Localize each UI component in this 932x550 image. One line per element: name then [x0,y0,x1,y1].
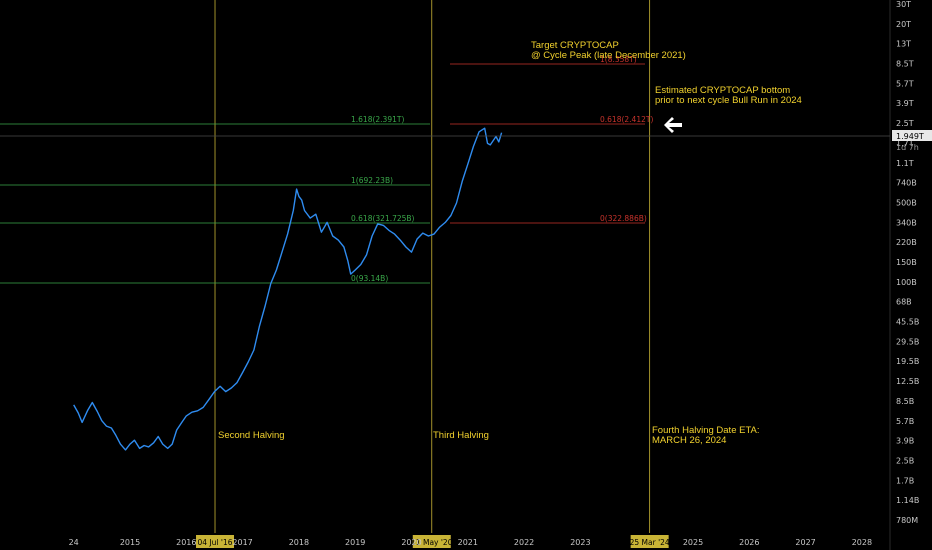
y-tick-label: 13T [896,40,911,49]
y-tick-label: 740B [896,179,917,188]
halving-label: Third Halving [433,430,489,441]
y-tick-label: 1.1T [896,159,914,168]
annotation-text: prior to next cycle Bull Run in 2024 [655,95,802,106]
fib-level-label: 1.618(2.391T) [351,115,404,124]
y-tick-label: 8.5T [896,60,914,69]
y-tick-label: 100B [896,278,917,287]
halving-label: MARCH 26, 2024 [652,435,726,446]
price-label-value: 1.949T [896,132,924,141]
fib-levels: 1.618(2.391T) 1(692.23B) 0.618(321.725B) 0(… [0,55,653,284]
y-tick-label: 30T [896,0,911,9]
y-tick-label: 2.5B [896,456,914,465]
x-tick-label: 2021 [458,538,478,547]
y-tick-label: 5.7T [896,79,914,88]
x-tick-label: 2023 [570,538,590,547]
x-tick-label: 2022 [514,538,534,547]
price-label-countdown: 1d 7h [896,143,919,152]
y-tick-label: 68B [896,298,912,307]
y-tick-label: 220B [896,238,917,247]
series-layer [73,127,503,451]
halving-lines: 04 Jul '16 Second Halving 11 May '20 Third … [196,0,760,548]
y-tick-label: 340B [896,218,917,227]
halving-label: Fourth Halving Date ETA: [652,425,760,436]
halving-date-label: 25 Mar '24 [630,538,670,547]
x-tick-label: 24 [69,538,79,547]
fib-level-label: 1(692.23B) [351,176,393,185]
y-tick-label: 3.9B [896,437,914,446]
halving-date-badge [412,535,451,548]
y-tick-label: 150B [896,258,917,267]
x-axis: 24 2015 2016 2017 2018 2019 2020 2021 2022 2023 20… [69,538,872,547]
y-tick-label: 1.7B [896,476,914,485]
x-tick-label: 2028 [852,538,872,547]
halving-date-badge [630,535,669,548]
fib-level-label: 1(8.358T) [600,55,637,64]
annotation-text: Estimated CRYPTOCAP bottom [655,85,790,96]
halving-date-badge [196,535,235,548]
x-tick-label: 2026 [739,538,759,547]
y-tick-label: 500B [896,198,917,207]
annotations: Target CRYPTOCAP@ Cycle Peak (late Decem… [531,40,802,133]
fib-level-label: 0.618(2.412T) [600,115,653,124]
y-tick-label: 8.5B [896,397,914,406]
halving-label: Second Halving [218,430,285,441]
y-tick-label: 45.5B [896,318,919,327]
annotation-text: @ Cycle Peak (late December 2021) [531,50,686,61]
x-tick-label: 2027 [795,538,815,547]
x-tick-label: 2015 [120,538,140,547]
annotation-text: Target CRYPTOCAP [531,40,619,51]
y-tick-label: 1.14B [896,496,919,505]
halving-date-label: 04 Jul '16 [198,538,233,547]
y-tick-label: 780M [896,516,918,525]
y-tick-label: 19.5B [896,357,919,366]
y-tick-label: 3.9T [896,99,914,108]
market-cap-line [73,127,503,451]
x-tick-label: 2025 [683,538,703,547]
fib-level-label: 0.618(321.725B) [351,214,415,223]
y-tick-label: 20T [896,20,911,29]
y-tick-label: 2.5T [896,119,914,128]
y-tick-label: 1.7T [896,139,914,148]
x-tick-label: 2016 [176,538,196,547]
x-tick-label: 2019 [345,538,365,547]
x-tick-label: 2017 [232,538,252,547]
x-tick-label: 2020 [401,538,421,547]
halving-date-label: 11 May '20 [411,538,453,547]
y-tick-label: 12.5B [896,377,919,386]
y-tick-label: 5.7B [896,417,914,426]
arrow-left-icon [664,117,682,133]
fib-level-label: 0(322.886B) [600,214,647,223]
fib-level-label: 0(93.14B) [351,274,388,283]
price-label-box [892,130,932,141]
x-tick-label: 2018 [289,538,309,547]
y-tick-label: 29.5B [896,337,919,346]
